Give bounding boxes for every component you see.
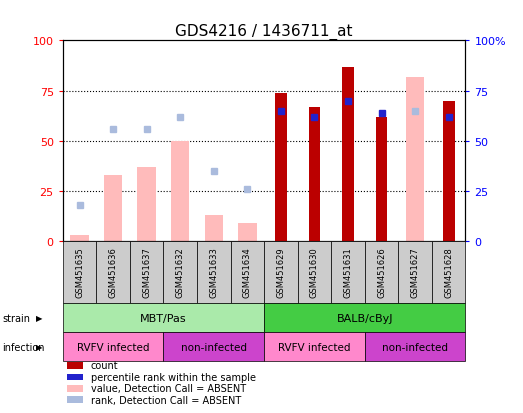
Bar xyxy=(238,223,257,242)
Bar xyxy=(298,242,331,304)
Bar xyxy=(309,107,320,242)
Text: GSM451634: GSM451634 xyxy=(243,247,252,297)
Text: value, Detection Call = ABSENT: value, Detection Call = ABSENT xyxy=(91,383,246,393)
Text: GSM451635: GSM451635 xyxy=(75,247,84,297)
Title: GDS4216 / 1436711_at: GDS4216 / 1436711_at xyxy=(175,24,353,40)
Text: GSM451633: GSM451633 xyxy=(209,247,218,297)
Text: ▶: ▶ xyxy=(36,313,42,323)
Text: GSM451632: GSM451632 xyxy=(176,247,185,297)
Bar xyxy=(96,242,130,304)
Bar xyxy=(376,117,388,242)
Text: GSM451636: GSM451636 xyxy=(109,247,118,297)
Bar xyxy=(67,363,83,369)
Bar xyxy=(342,67,354,242)
Text: non-infected: non-infected xyxy=(382,342,448,352)
Bar xyxy=(67,385,83,392)
Bar xyxy=(399,242,432,304)
Text: percentile rank within the sample: percentile rank within the sample xyxy=(91,372,256,382)
Text: GSM451631: GSM451631 xyxy=(344,247,353,297)
Bar xyxy=(163,242,197,304)
Text: GSM451626: GSM451626 xyxy=(377,247,386,297)
Bar xyxy=(130,242,163,304)
Bar xyxy=(163,332,264,361)
Bar xyxy=(264,304,465,332)
Text: non-infected: non-infected xyxy=(181,342,247,352)
Text: rank, Detection Call = ABSENT: rank, Detection Call = ABSENT xyxy=(91,394,241,405)
Bar xyxy=(331,242,365,304)
Bar xyxy=(104,176,122,242)
Bar xyxy=(264,332,365,361)
Bar xyxy=(63,332,163,361)
Bar xyxy=(67,374,83,380)
Text: strain: strain xyxy=(3,313,31,323)
Text: RVFV infected: RVFV infected xyxy=(278,342,351,352)
Bar xyxy=(70,235,89,242)
Text: BALB/cByJ: BALB/cByJ xyxy=(336,313,393,323)
Text: count: count xyxy=(91,361,119,370)
Bar xyxy=(63,242,96,304)
Bar xyxy=(275,93,287,242)
Text: infection: infection xyxy=(3,342,45,352)
Text: MBT/Pas: MBT/Pas xyxy=(140,313,187,323)
Text: GSM451630: GSM451630 xyxy=(310,247,319,297)
Bar xyxy=(264,242,298,304)
Bar xyxy=(231,242,264,304)
Bar xyxy=(406,77,424,242)
Bar xyxy=(365,332,465,361)
Text: GSM451628: GSM451628 xyxy=(444,247,453,297)
Bar xyxy=(197,242,231,304)
Bar xyxy=(138,168,156,242)
Bar xyxy=(432,242,465,304)
Bar xyxy=(443,102,454,242)
Text: GSM451627: GSM451627 xyxy=(411,247,419,297)
Bar xyxy=(67,396,83,403)
Text: RVFV infected: RVFV infected xyxy=(77,342,150,352)
Bar xyxy=(171,141,189,242)
Bar xyxy=(204,216,223,242)
Bar xyxy=(63,304,264,332)
Bar xyxy=(365,242,399,304)
Text: ▶: ▶ xyxy=(36,342,42,351)
Text: GSM451637: GSM451637 xyxy=(142,247,151,297)
Text: GSM451629: GSM451629 xyxy=(276,247,286,297)
